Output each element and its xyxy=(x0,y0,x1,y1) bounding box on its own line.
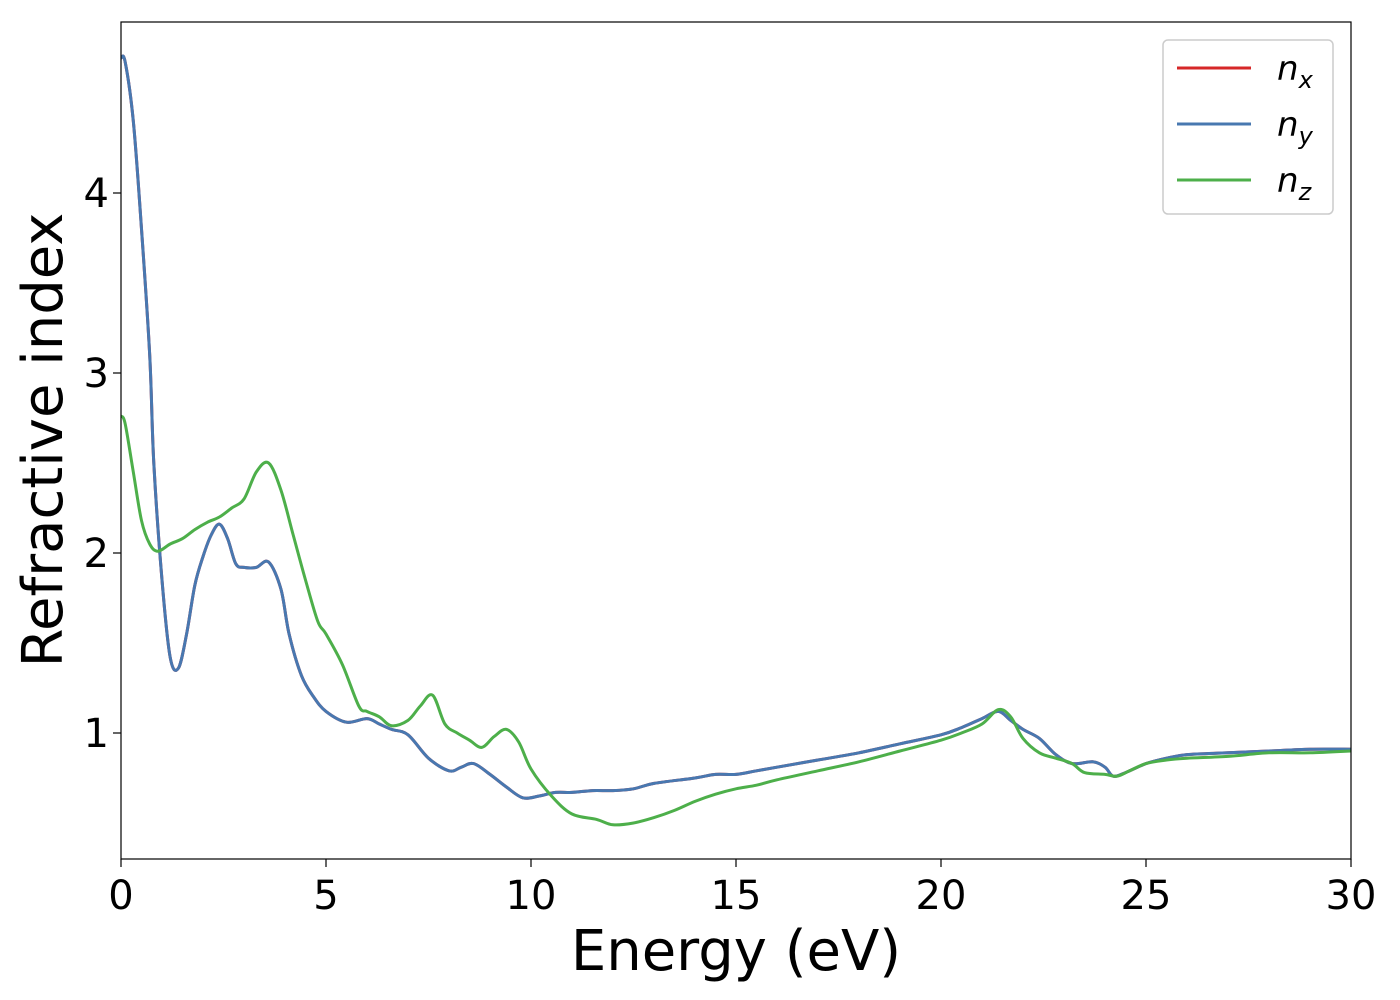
legend-frame xyxy=(1162,39,1334,215)
y-axis-label: Refractive index xyxy=(11,213,76,668)
plot-area xyxy=(121,22,1351,859)
x-tick-label: 15 xyxy=(711,873,762,919)
legend-entry-subscript: z xyxy=(1298,178,1313,206)
legend-entry-name: n xyxy=(1277,105,1299,145)
x-tick-label: 10 xyxy=(506,873,557,919)
x-tick-label: 25 xyxy=(1121,873,1172,919)
x-tick-label: 0 xyxy=(108,873,133,919)
y-tick-label: 2 xyxy=(84,531,109,577)
legend-entry-subscript: y xyxy=(1298,122,1314,150)
legend-entry-label: ny xyxy=(1277,105,1314,150)
legend-entry-label: nz xyxy=(1277,161,1313,206)
x-tick-label: 5 xyxy=(313,873,338,919)
series-line-ny xyxy=(121,54,1351,800)
y-tick-label: 4 xyxy=(84,171,109,217)
legend-entry-label: nx xyxy=(1277,49,1314,94)
x-axis: 0 5 10 15 20 25 30 xyxy=(108,859,1376,919)
series-line-nz xyxy=(121,414,1351,827)
series-layer xyxy=(121,54,1351,827)
legend-entry-subscript: x xyxy=(1298,66,1314,94)
x-tick-label: 30 xyxy=(1326,873,1377,919)
y-axis: 1 2 3 4 xyxy=(84,171,121,757)
x-tick-label: 20 xyxy=(916,873,967,919)
legend-entry-name: n xyxy=(1277,49,1299,89)
y-tick-label: 3 xyxy=(84,351,109,397)
legend-entry-name: n xyxy=(1277,161,1299,201)
y-tick-label: 1 xyxy=(84,711,109,757)
x-axis-label: Energy (eV) xyxy=(571,919,901,984)
